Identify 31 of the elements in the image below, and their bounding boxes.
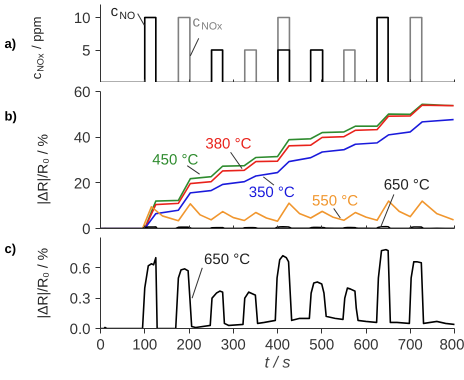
y-axis-title: |ΔR|/R₀ / % [34, 248, 50, 319]
y-tick-label: 0.6 [70, 260, 91, 278]
y-axis-title: |ΔR|/R₀ / % [34, 134, 50, 205]
x-tick-label: 400 [264, 336, 290, 354]
text: 650 °C [384, 176, 430, 194]
x-tick-label: 700 [398, 336, 423, 354]
x-tick-label: 0 [96, 336, 105, 354]
y-tick-label: 0.0 [70, 321, 91, 338]
text: a) [4, 36, 16, 51]
y-tick-label: 20 [74, 175, 91, 192]
y-tick-label: 5 [82, 42, 90, 60]
series-label: 650 °C [204, 251, 250, 268]
y-tick-label: 0.3 [70, 290, 91, 308]
text: c) [4, 240, 16, 256]
series-label: 550 °C [312, 192, 358, 210]
x-tick-label: 600 [353, 336, 379, 354]
x-tick-label: 800 [439, 336, 464, 354]
x-tick-label: 200 [176, 336, 202, 354]
y-tick-label: 0 [82, 221, 90, 238]
y-tick-label: 60 [74, 84, 91, 101]
x-tick-label: 100 [132, 336, 158, 354]
x-tick-label: 300 [220, 336, 246, 354]
text: b) [4, 108, 17, 124]
series-label: 450 °C [152, 152, 198, 168]
y-tick-label: 10 [74, 10, 91, 27]
y-tick-label: 40 [74, 130, 91, 147]
series-label: 380 °C [205, 136, 252, 153]
x-axis-title: t / s [264, 354, 290, 372]
y-axis-title: cNOx / ppm [29, 16, 46, 80]
x-tick-label: 500 [309, 336, 334, 354]
series-label: 350 °C [248, 184, 295, 202]
